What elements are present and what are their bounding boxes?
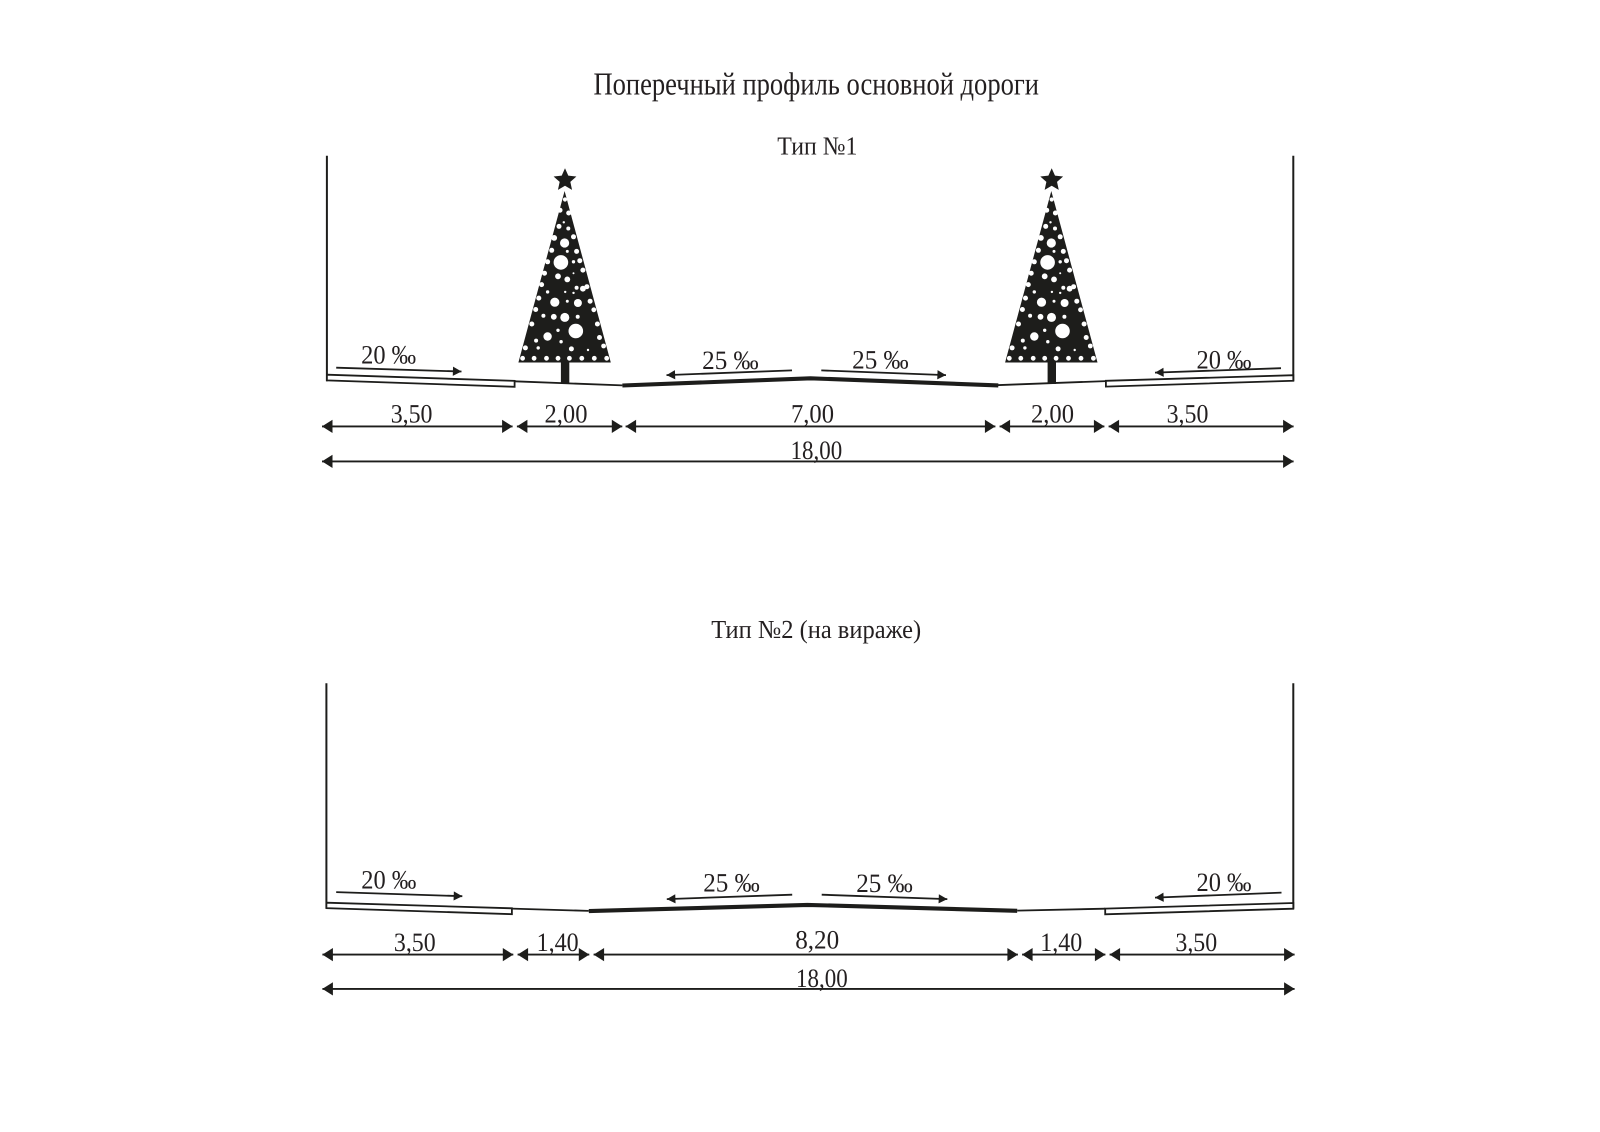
svg-text:1,40: 1,40 [537,927,579,957]
svg-text:2,00: 2,00 [545,398,588,428]
svg-text:25 ‰: 25 ‰ [852,345,909,375]
svg-text:20 ‰: 20 ‰ [1197,867,1252,897]
svg-text:25 ‰: 25 ‰ [856,868,913,898]
svg-text:3,50: 3,50 [1167,398,1209,428]
svg-text:8,20: 8,20 [795,924,839,954]
svg-text:3,50: 3,50 [391,398,433,428]
svg-text:Поперечный профиль основной до: Поперечный профиль основной дороги [593,66,1039,102]
svg-text:20 ‰: 20 ‰ [361,340,416,370]
svg-text:Тип №2 (на вираже): Тип №2 (на вираже) [711,615,921,644]
svg-text:25 ‰: 25 ‰ [703,868,760,898]
svg-text:7,00: 7,00 [791,398,834,428]
svg-text:2,00: 2,00 [1031,398,1074,428]
svg-text:25 ‰: 25 ‰ [702,345,759,375]
svg-text:Тип №1: Тип №1 [777,132,857,161]
svg-text:20 ‰: 20 ‰ [1197,344,1252,374]
svg-text:3,50: 3,50 [1175,927,1217,957]
svg-text:18,00: 18,00 [796,963,848,993]
svg-text:1,40: 1,40 [1040,927,1082,957]
svg-text:3,50: 3,50 [394,927,436,957]
svg-text:20 ‰: 20 ‰ [361,865,416,895]
svg-text:18,00: 18,00 [791,435,843,465]
